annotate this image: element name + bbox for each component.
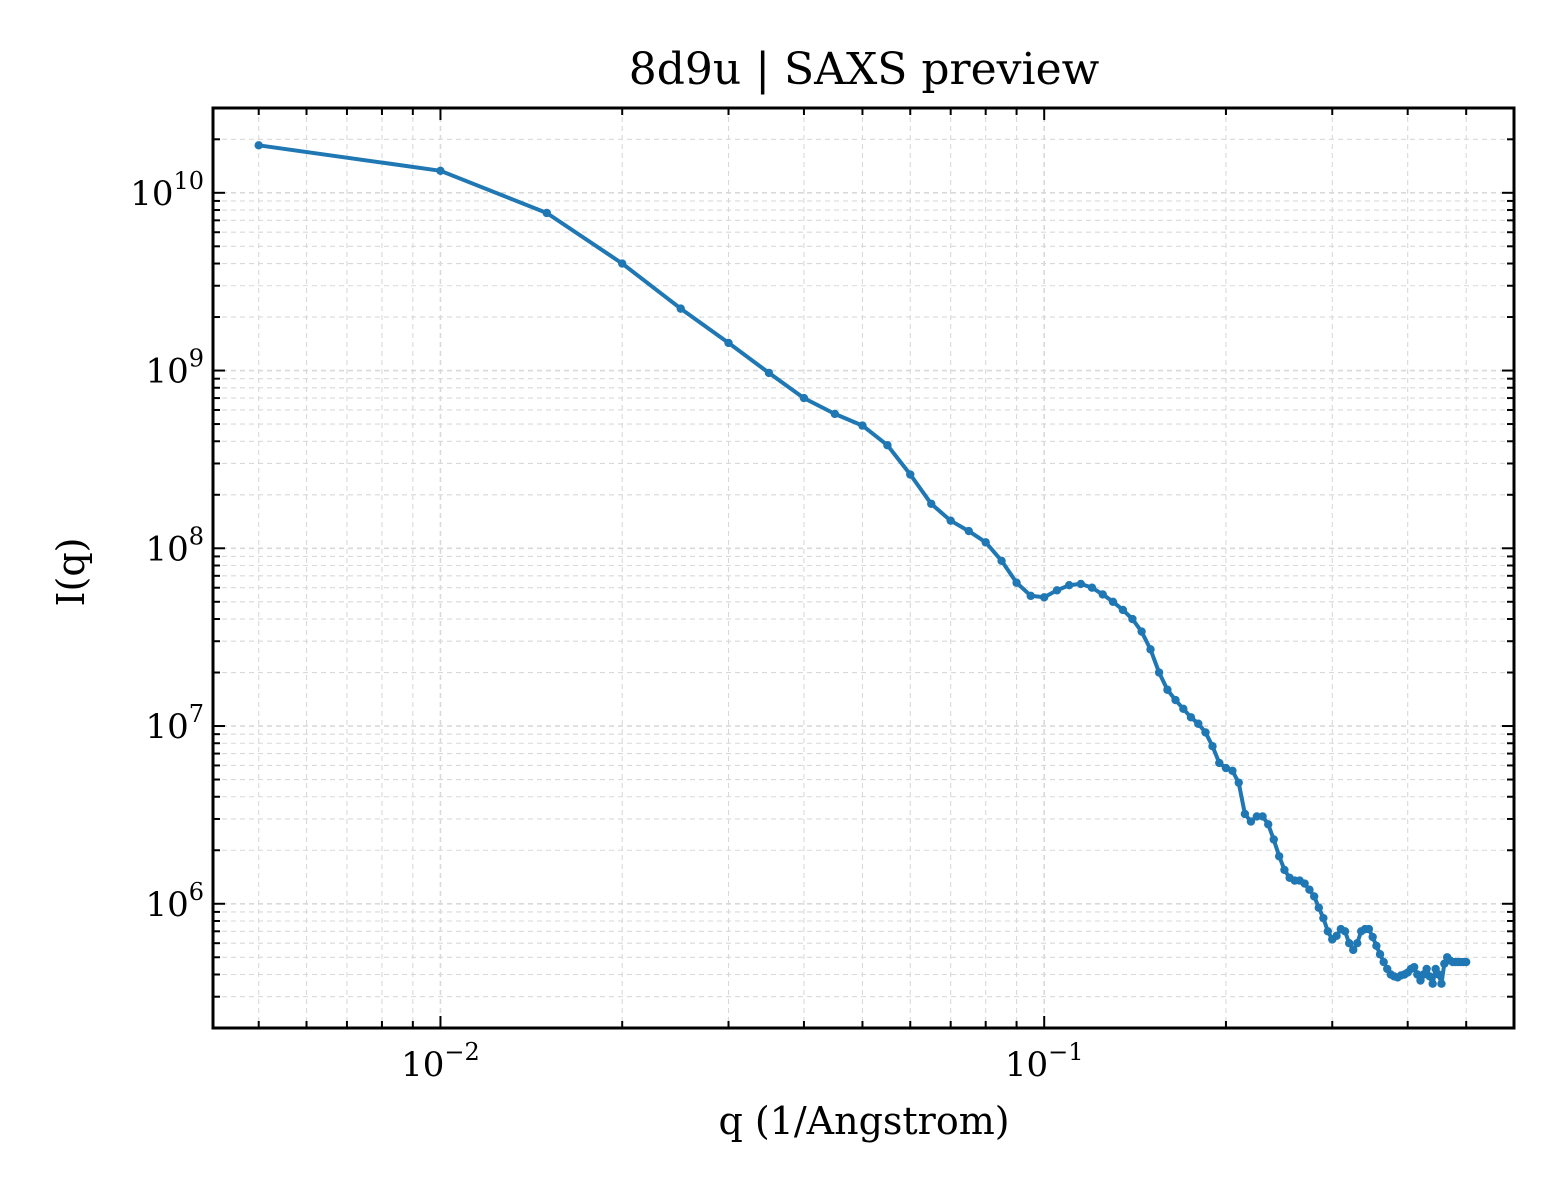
- x-tick-label: 10−1: [1005, 1038, 1084, 1085]
- data-point: [1274, 852, 1284, 861]
- data-point: [1264, 820, 1273, 829]
- data-point: [981, 538, 990, 547]
- chart-title: 8d9u | SAXS preview: [629, 44, 1100, 95]
- data-point: [1340, 927, 1350, 936]
- data-point: [1201, 728, 1210, 737]
- data-point: [1375, 950, 1385, 959]
- data-point: [927, 499, 936, 508]
- data-point: [1461, 957, 1471, 967]
- data-point: [1064, 580, 1074, 590]
- plot-frame: [211, 106, 1516, 1030]
- data-point: [1409, 962, 1419, 972]
- data-point: [1012, 578, 1021, 587]
- data-point: [1076, 579, 1086, 589]
- x-tick-label: 10−2: [401, 1038, 480, 1085]
- data-point: [1428, 979, 1437, 988]
- data-point: [1171, 695, 1180, 705]
- y-tick-label: 1010: [130, 167, 204, 214]
- data-point: [1215, 758, 1224, 768]
- x-tick-labels: 10−2 10−1: [401, 1038, 1083, 1085]
- data-point: [946, 516, 955, 525]
- data-point: [1128, 614, 1137, 624]
- data-point: [1246, 817, 1256, 826]
- data-point: [1228, 766, 1237, 775]
- data-point: [1052, 586, 1062, 595]
- y-tick-label: 108: [145, 522, 204, 569]
- data-point: [1280, 865, 1289, 875]
- data-point: [883, 441, 892, 450]
- data-point: [1314, 903, 1324, 912]
- data-point: [724, 338, 733, 348]
- data-point: [1319, 913, 1328, 923]
- data-point: [1163, 685, 1172, 694]
- series-layer: [254, 141, 1471, 988]
- data-point: [799, 393, 809, 403]
- data-point: [1344, 938, 1354, 948]
- data-point: [830, 409, 840, 419]
- y-tick-labels: 106 107 108 109 1010: [130, 167, 204, 925]
- data-point: [1422, 964, 1431, 974]
- data-point: [676, 304, 685, 313]
- data-point: [1368, 932, 1377, 942]
- data-point: [1146, 645, 1155, 654]
- data-point: [1208, 741, 1217, 751]
- data-point: [436, 166, 445, 175]
- data-point: [1026, 591, 1035, 601]
- data-point: [1258, 812, 1267, 821]
- x-axis-label: q (1/Angstrom): [718, 1099, 1009, 1143]
- data-point: [1269, 835, 1278, 844]
- data-point: [1309, 892, 1319, 901]
- data-point: [618, 259, 627, 268]
- data-point: [1179, 704, 1188, 713]
- data-point: [1087, 583, 1097, 592]
- data-point: [858, 421, 867, 430]
- data-point: [964, 526, 973, 536]
- data-point: [254, 141, 263, 150]
- data-point: [1108, 597, 1118, 606]
- y-tick-label: 107: [145, 700, 204, 747]
- y-tick-label: 106: [145, 878, 204, 925]
- data-point: [1221, 763, 1231, 773]
- data-point: [906, 470, 915, 479]
- data-point: [1353, 938, 1362, 948]
- data-point: [1379, 957, 1388, 967]
- data-point: [1252, 812, 1262, 821]
- data-point: [1305, 885, 1314, 894]
- data-point: [1118, 605, 1128, 615]
- data-point: [1364, 924, 1374, 934]
- data-point: [1098, 590, 1107, 599]
- data-point: [1154, 668, 1164, 677]
- data-point: [1300, 879, 1309, 888]
- data-point: [1234, 778, 1243, 787]
- data-point: [1372, 941, 1381, 951]
- data-point: [1323, 927, 1333, 936]
- data-point: [1240, 809, 1250, 819]
- data-point: [997, 556, 1006, 566]
- data-point: [1349, 945, 1358, 955]
- data-point: [1425, 972, 1434, 981]
- y-axis-label: I(q): [49, 538, 93, 607]
- data-point: [1194, 719, 1203, 728]
- y-tick-label: 109: [145, 345, 204, 392]
- data-point: [1039, 593, 1049, 602]
- data-point: [1437, 979, 1446, 988]
- grid: [213, 107, 1514, 1029]
- data-point: [1137, 627, 1146, 636]
- data-point: [1332, 931, 1341, 941]
- data-point: [1434, 970, 1443, 979]
- data-point: [542, 208, 551, 218]
- data-point: [1186, 713, 1196, 722]
- data-point: [764, 368, 774, 378]
